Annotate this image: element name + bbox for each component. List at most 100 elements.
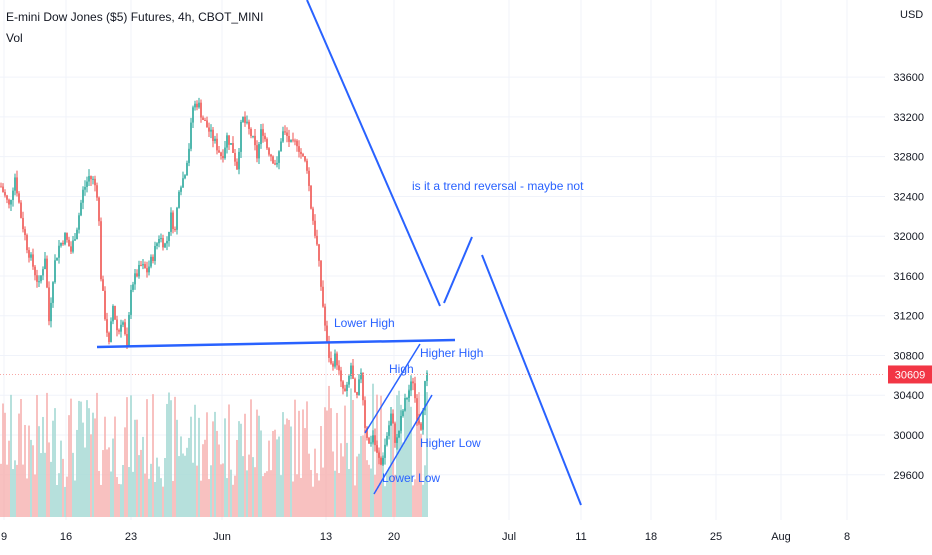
candle (332, 363, 334, 367)
candle (10, 199, 12, 205)
candle (160, 238, 162, 240)
volume-bar (104, 416, 106, 517)
volume-bar (332, 451, 334, 517)
candle (316, 235, 318, 245)
price-marker (888, 365, 932, 384)
annotation-trend-question: is it a trend reversal - maybe not (412, 179, 584, 193)
volume-bar (128, 467, 130, 517)
x-tick-label: 8 (844, 531, 850, 543)
volume-bar (286, 418, 288, 517)
annotation-high: High (389, 362, 414, 376)
volume-bar (172, 481, 174, 517)
candle (362, 372, 364, 401)
volume-bar (368, 464, 370, 517)
candle (234, 152, 236, 162)
candle (86, 181, 88, 187)
candle (330, 357, 332, 364)
volume-bar (230, 469, 232, 517)
volume-bar (218, 444, 220, 517)
volume-bar (248, 454, 250, 517)
candle (400, 416, 402, 431)
volume-bar (10, 394, 12, 517)
candle (338, 365, 340, 371)
candle (368, 437, 370, 444)
volume-bar (416, 420, 418, 517)
candle (402, 410, 404, 417)
x-tick-label: 16 (60, 531, 72, 543)
volume-bar (382, 452, 384, 517)
candle (98, 197, 100, 222)
x-tick-label: Jul (502, 531, 516, 543)
candle (418, 420, 420, 424)
candle (200, 102, 202, 118)
volume-bar (8, 440, 10, 517)
volume-bar (388, 467, 390, 517)
candle (76, 229, 78, 240)
volume-bar (244, 413, 246, 517)
volume-bar (92, 412, 94, 517)
candle (120, 324, 122, 332)
volume-bar (30, 439, 32, 517)
candle (194, 103, 196, 108)
volume-bar (72, 452, 74, 517)
volume-bar (184, 455, 186, 517)
candle (50, 302, 52, 322)
volume-bar (342, 456, 344, 517)
candle (102, 279, 104, 291)
volume-bar (302, 409, 304, 517)
candle (232, 143, 234, 153)
candle (288, 135, 290, 142)
candle (84, 186, 86, 190)
candle (60, 242, 62, 246)
volume-bars (0, 383, 428, 517)
volume-bar (120, 484, 122, 517)
candle (136, 273, 138, 277)
candle (144, 264, 146, 269)
candle (36, 275, 38, 282)
volume-bar (34, 474, 36, 517)
volume-bar (164, 458, 166, 517)
y-tick-label: 30800 (893, 350, 924, 362)
volume-bar (46, 392, 48, 517)
volume-bar (150, 463, 152, 517)
volume-bar (158, 466, 160, 517)
volume-bar (346, 442, 348, 517)
volume-bar (200, 480, 202, 517)
candle (48, 287, 50, 322)
candle (286, 132, 288, 136)
volume-bar (258, 415, 260, 517)
candle (390, 413, 392, 426)
volume-bar (410, 406, 412, 517)
candle (188, 148, 190, 163)
candle (68, 239, 70, 247)
candle (210, 129, 212, 132)
candle (118, 330, 120, 332)
volume-bar (156, 457, 158, 517)
volume-bar (354, 485, 356, 517)
candle (364, 400, 366, 428)
candle (16, 177, 18, 194)
candle (112, 305, 114, 322)
volume-bar (186, 447, 188, 517)
volume-bar (312, 486, 314, 517)
candle (298, 146, 300, 152)
candle (306, 160, 308, 171)
candle (236, 161, 238, 170)
volume-bar (304, 428, 306, 517)
volume-bar (22, 464, 24, 517)
candle (242, 116, 244, 122)
volume-bar (298, 410, 300, 517)
volume-bar (48, 442, 50, 517)
volume-bar (182, 453, 184, 517)
volume-bar (210, 465, 212, 517)
candle (238, 151, 240, 170)
candle (170, 212, 172, 232)
candle (42, 269, 44, 276)
volume-bar (370, 468, 372, 517)
candle (70, 246, 72, 252)
candle (182, 178, 184, 188)
candle (186, 162, 188, 176)
volume-bar (178, 456, 180, 517)
